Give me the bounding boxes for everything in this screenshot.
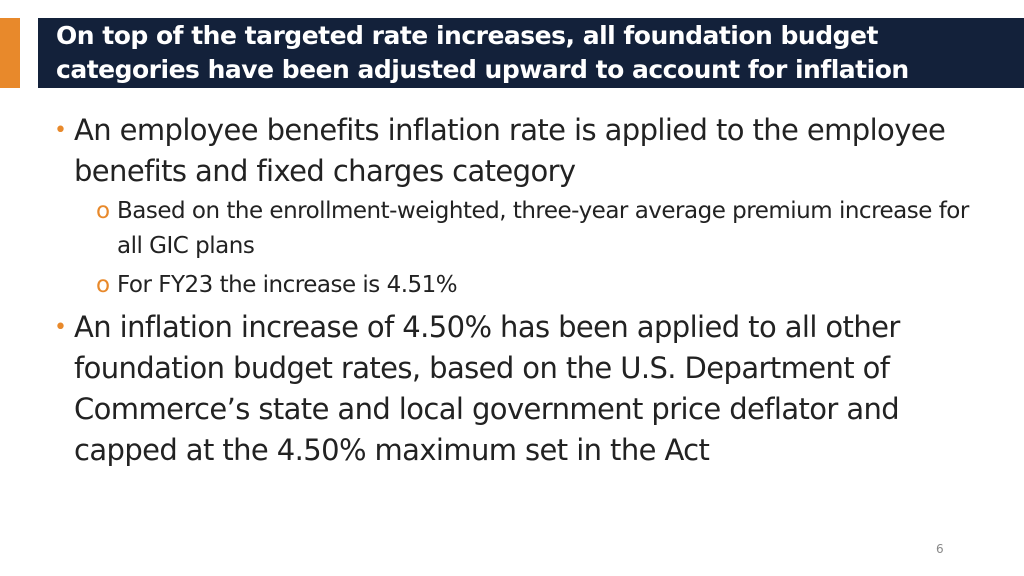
bullet: An inflation increase of 4.50% has been …	[54, 307, 984, 471]
slide-title: On top of the targeted rate increases, a…	[56, 21, 909, 84]
accent-bar	[0, 18, 20, 88]
title-bar	[38, 18, 1024, 88]
bullet-list: An employee benefits inflation rate is a…	[54, 110, 984, 471]
sub-bullet: Based on the enrollment-weighted, three-…	[54, 194, 984, 264]
page-number: 6	[936, 542, 944, 556]
sub-bullet: For FY23 the increase is 4.51%	[54, 268, 984, 303]
bullet: An employee benefits inflation rate is a…	[54, 110, 984, 192]
